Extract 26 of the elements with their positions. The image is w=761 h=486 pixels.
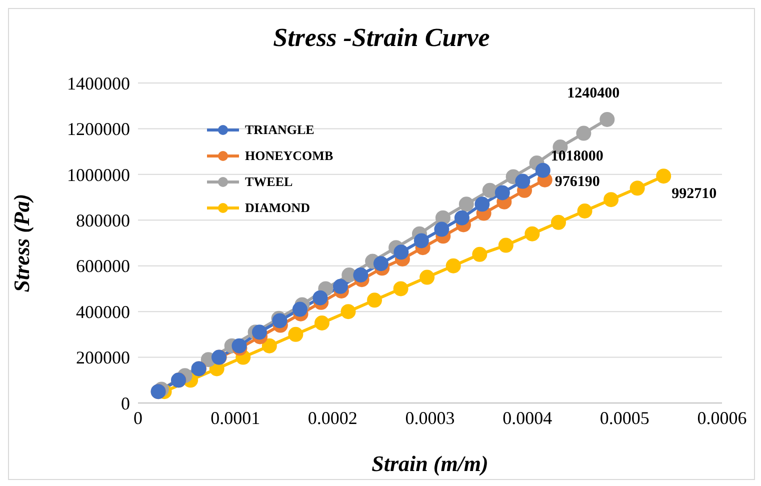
data-label: 1018000: [550, 148, 604, 164]
y-tick-label: 1200000: [67, 119, 130, 140]
x-tick-label: 0.0003: [405, 408, 455, 428]
legend-label: TWEEL: [245, 174, 293, 190]
x-tick-label: 0: [134, 408, 142, 428]
y-axis-title: Stress (Pa): [8, 194, 34, 292]
y-tick-label: 800000: [76, 210, 130, 231]
x-tick-label: 0.0005: [600, 408, 650, 428]
legend-label: TRIANGLE: [245, 122, 314, 138]
y-tick-label: 200000: [76, 348, 130, 368]
y-tick-label: 0: [121, 393, 130, 414]
y-tick-label: 1000000: [67, 164, 130, 185]
legend-label: HONEYCOMB: [245, 148, 334, 164]
x-tick-label: 0.0004: [502, 408, 552, 428]
data-label: 992710: [672, 186, 717, 202]
y-tick-label: 400000: [76, 302, 130, 322]
data-label: 1240400: [567, 85, 620, 102]
y-tick-label: 1400000: [67, 73, 130, 94]
x-tick-label: 0.0006: [697, 408, 747, 428]
chart-title: Stress -Strain Curve: [272, 22, 491, 54]
legend-label: DIAMOND: [245, 200, 310, 216]
y-tick-label: 600000: [76, 256, 130, 276]
x-tick-label: 0.0002: [308, 408, 358, 428]
x-axis-title: Strain (m/m): [372, 451, 488, 476]
data-label: 976190: [554, 174, 600, 190]
x-tick-label: 0.0001: [210, 408, 260, 428]
